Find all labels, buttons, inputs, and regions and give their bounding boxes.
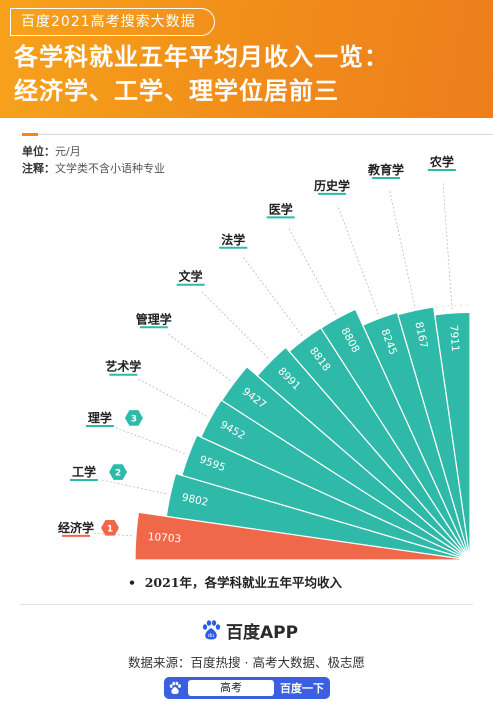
- leader-管理学: [166, 332, 231, 382]
- leader-文学: [201, 291, 269, 359]
- rank-badge-text-1: 1: [107, 524, 113, 534]
- category-label-法学: 法学: [221, 232, 245, 247]
- section-divider: [22, 134, 493, 135]
- chart-caption: • 2021年，各学科就业五年平均收入: [128, 572, 342, 591]
- brand: du 百度APP: [200, 618, 299, 643]
- value-label-经济学: 10703: [147, 531, 181, 545]
- note-value: 文学类不含小语种专业: [55, 162, 165, 175]
- value-label-农学: 7911: [447, 325, 461, 353]
- caption-bullet: •: [128, 575, 145, 590]
- rank-badge-text-2: 2: [115, 469, 121, 479]
- leader-农学: [442, 181, 453, 310]
- search-button[interactable]: 百度一下: [280, 682, 324, 695]
- data-source: 数据来源：百度热搜 · 高考大数据、极志愿: [128, 655, 365, 670]
- category-label-经济学: 经济学: [58, 520, 94, 535]
- rank-badge-2: [109, 464, 128, 480]
- search-input[interactable]: 高考: [188, 680, 274, 696]
- page-title: 各学科就业五年平均月收入一览： 经济学、工学、理学位居前三: [14, 40, 484, 108]
- leader-医学: [288, 227, 337, 315]
- value-label-教育学: 8167: [412, 321, 429, 350]
- brand-name: 百度APP: [226, 622, 299, 643]
- rank-badge-3: [124, 410, 143, 426]
- category-label-农学: 农学: [429, 154, 454, 169]
- unit-row: 单位：元/月: [22, 143, 81, 159]
- svg-text:du: du: [208, 633, 214, 639]
- note-row: 注释：文学类不含小语种专业: [22, 160, 165, 176]
- category-label-工学: 工学: [72, 464, 96, 479]
- category-label-医学: 医学: [269, 201, 293, 216]
- category-label-历史学: 历史学: [314, 178, 350, 193]
- search-bar[interactable]: 高考 百度一下: [164, 677, 330, 699]
- leader-历史学: [337, 204, 379, 315]
- unit-value: 元/月: [55, 145, 81, 158]
- search-paw-icon: [164, 677, 186, 699]
- value-label-工学: 9802: [181, 491, 210, 508]
- bar-理学: [181, 434, 471, 561]
- section-accent: [22, 133, 38, 136]
- bar-工学: [165, 472, 471, 561]
- title-line-2: 经济学、工学、理学位居前三: [14, 76, 339, 105]
- bar-教育学: [397, 306, 471, 561]
- bar-农学: [434, 311, 471, 561]
- unit-label: 单位：: [22, 145, 55, 158]
- category-label-管理学: 管理学: [136, 311, 172, 326]
- category-label-文学: 文学: [179, 269, 203, 284]
- category-label-教育学: 教育学: [367, 162, 404, 177]
- leader-教育学: [389, 189, 416, 307]
- category-label-理学: 理学: [88, 410, 112, 425]
- bar-艺术学: [200, 399, 471, 561]
- leader-法学: [242, 256, 303, 337]
- baidu-paw-icon: du: [202, 620, 221, 640]
- bar-文学: [256, 346, 471, 561]
- bar-历史学: [362, 311, 471, 561]
- category-label-艺术学: 艺术学: [105, 359, 141, 374]
- leader-理学: [114, 427, 186, 455]
- header-tag: 百度2021高考搜索大数据: [10, 8, 215, 36]
- header-banner: 百度2021高考搜索大数据 各学科就业五年平均月收入一览： 经济学、工学、理学位…: [0, 0, 493, 118]
- title-line-1: 各学科就业五年平均月收入一览：: [14, 42, 389, 71]
- rank-badge-1: [101, 520, 120, 536]
- caption-text: 2021年，各学科就业五年平均收入: [144, 575, 342, 590]
- rank-badge-text-3: 3: [131, 414, 137, 424]
- bar-管理学: [220, 365, 471, 561]
- leader-艺术学: [137, 378, 208, 417]
- footer-divider: [20, 604, 473, 605]
- leader-工学: [99, 479, 167, 495]
- note-label: 注释：: [22, 162, 55, 175]
- bar-医学: [320, 308, 471, 561]
